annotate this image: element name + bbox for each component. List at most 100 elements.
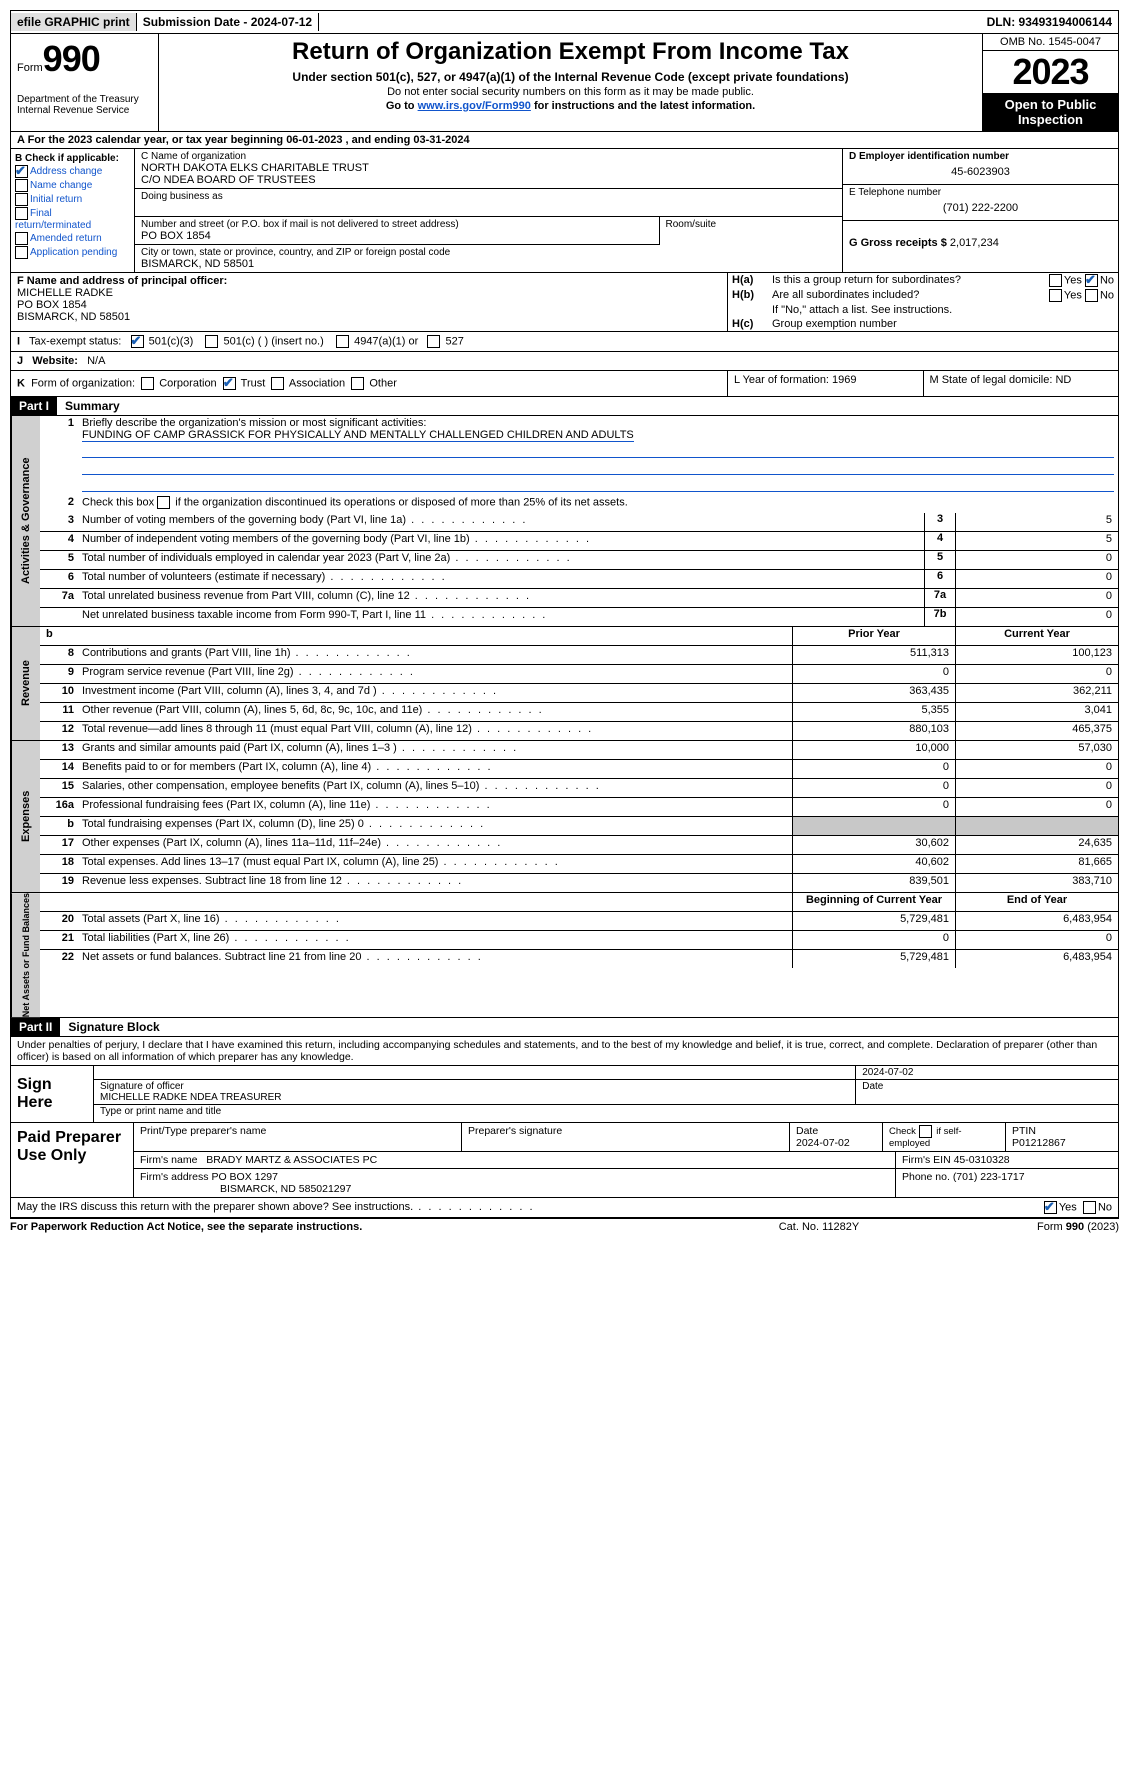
form-title: Return of Organization Exempt From Incom… [169, 38, 972, 66]
hdr-begin: Beginning of Current Year [792, 893, 955, 911]
cb-name-change[interactable]: Name change [15, 179, 130, 192]
side-expenses: Expenses [11, 741, 40, 892]
cb-4947[interactable] [336, 335, 349, 348]
cb-other[interactable] [351, 377, 364, 390]
table-row: 11 Other revenue (Part VIII, column (A),… [40, 703, 1118, 722]
cb-trust[interactable] [223, 377, 236, 390]
table-row: b Total fundraising expenses (Part IX, c… [40, 817, 1118, 836]
c-address: Number and street (or P.O. box if mail i… [135, 217, 659, 245]
efile-button[interactable]: efile GRAPHIC print [11, 13, 137, 31]
cell-current: 362,211 [955, 684, 1118, 702]
cell-current: 465,375 [955, 722, 1118, 740]
cell-prior: 0 [792, 779, 955, 797]
m-state: M State of legal domicile: ND [924, 371, 1119, 396]
row-desc: Net unrelated business taxable income fr… [78, 608, 924, 626]
tax-year: 2023 [983, 51, 1118, 93]
b-title: B Check if applicable: [15, 153, 130, 164]
cell-prior: 0 [792, 798, 955, 816]
row-num: 17 [40, 836, 78, 854]
cb-corp[interactable] [141, 377, 154, 390]
table-row: 18 Total expenses. Add lines 13–17 (must… [40, 855, 1118, 874]
cell-prior: 880,103 [792, 722, 955, 740]
c-name-lbl: C Name of organization [141, 151, 836, 162]
irs-link[interactable]: www.irs.gov/Form990 [418, 100, 531, 112]
ha-yn: Yes No [1004, 274, 1114, 287]
cb-initial-return[interactable]: Initial return [15, 193, 130, 206]
cell-prior: 40,602 [792, 855, 955, 873]
city-val: BISMARCK, ND 58501 [141, 258, 836, 270]
cb-discuss-no[interactable] [1083, 1201, 1096, 1214]
table-row: 17 Other expenses (Part IX, column (A), … [40, 836, 1118, 855]
row-num: 21 [40, 931, 78, 949]
row-num: 8 [40, 646, 78, 664]
row-desc: Other expenses (Part IX, column (A), lin… [78, 836, 792, 854]
side-revenue: Revenue [11, 627, 40, 740]
ha-lbl: H(a) [732, 274, 772, 287]
row-klm: K Form of organization: Corporation Trus… [10, 371, 1119, 397]
cb-address-change[interactable]: Address change [15, 165, 130, 178]
cb-501c3[interactable] [131, 335, 144, 348]
cb-app-pending[interactable]: Application pending [15, 246, 130, 259]
part1-title: Summary [57, 397, 128, 415]
cell-prior: 30,602 [792, 836, 955, 854]
row-num: 6 [40, 570, 78, 588]
perjury-text: Under penalties of perjury, I declare th… [11, 1037, 1118, 1066]
cell-current: 24,635 [955, 836, 1118, 854]
table-row: 10 Investment income (Part VIII, column … [40, 684, 1118, 703]
cell-current: 6,483,954 [955, 912, 1118, 930]
row-desc: Number of voting members of the governin… [78, 513, 924, 531]
cb-final-return[interactable]: Final return/terminated [15, 207, 130, 231]
hb-note: If "No," attach a list. See instructions… [772, 304, 1114, 316]
side-governance: Activities & Governance [11, 416, 40, 626]
table-row: 19 Revenue less expenses. Subtract line … [40, 874, 1118, 892]
cb-amended-return[interactable]: Amended return [15, 232, 130, 245]
cell-prior: 0 [792, 931, 955, 949]
row-num: 20 [40, 912, 78, 930]
g-gross: G Gross receipts $ 2,017,234 [843, 221, 1118, 251]
row-box: 4 [924, 532, 955, 550]
row-num: 5 [40, 551, 78, 569]
cell-prior: 0 [792, 665, 955, 683]
row-desc: Total revenue—add lines 8 through 11 (mu… [78, 722, 792, 740]
cell-current: 383,710 [955, 874, 1118, 892]
officer-addr2: BISMARCK, ND 58501 [17, 311, 721, 323]
firm-name-lbl: Firm's name [140, 1154, 197, 1166]
officer-addr1: PO BOX 1854 [17, 299, 721, 311]
cb-501c[interactable] [205, 335, 218, 348]
footer: For Paperwork Reduction Act Notice, see … [10, 1218, 1119, 1235]
cb-assoc[interactable] [271, 377, 284, 390]
row-desc: Total unrelated business revenue from Pa… [78, 589, 924, 607]
mission-text: FUNDING OF CAMP GRASSICK FOR PHYSICALLY … [82, 429, 634, 442]
row-num: 3 [40, 513, 78, 531]
row-val: 0 [955, 589, 1118, 607]
cell-current: 3,041 [955, 703, 1118, 721]
cb-discontinued[interactable] [157, 496, 170, 509]
row-box: 5 [924, 551, 955, 569]
cb-discuss-yes[interactable] [1044, 1201, 1057, 1214]
table-row: 8 Contributions and grants (Part VIII, l… [40, 646, 1118, 665]
cb-self-employed[interactable] [919, 1125, 932, 1138]
row-desc: Total liabilities (Part X, line 26) [78, 931, 792, 949]
cb-527[interactable] [427, 335, 440, 348]
form-header: Form990 Department of the Treasury Inter… [10, 34, 1119, 132]
cell-prior: 5,355 [792, 703, 955, 721]
row-num: 10 [40, 684, 78, 702]
section-c: C Name of organization NORTH DAKOTA ELKS… [135, 149, 842, 272]
side-netassets: Net Assets or Fund Balances [11, 893, 40, 1017]
paid-prep-lbl: Paid Preparer Use Only [11, 1123, 134, 1197]
row-box: 7b [924, 608, 955, 626]
form-word: Form [17, 62, 43, 74]
top-bar: efile GRAPHIC print Submission Date - 20… [10, 10, 1119, 34]
lbl-527: 527 [446, 335, 464, 347]
row-val: 0 [955, 551, 1118, 569]
section-netassets: Net Assets or Fund Balances Beginning of… [10, 893, 1119, 1018]
row-desc: Grants and similar amounts paid (Part IX… [78, 741, 792, 759]
ptin-lbl: PTIN [1012, 1125, 1036, 1137]
cell-prior: 511,313 [792, 646, 955, 664]
e-telephone: E Telephone number (701) 222-2200 [843, 185, 1118, 221]
cell-grey [955, 817, 1118, 835]
part1-label: Part I [11, 397, 57, 415]
open-inspection: Open to Public Inspection [983, 93, 1118, 131]
cell-current: 6,483,954 [955, 950, 1118, 968]
city-lbl: City or town, state or province, country… [141, 247, 836, 258]
